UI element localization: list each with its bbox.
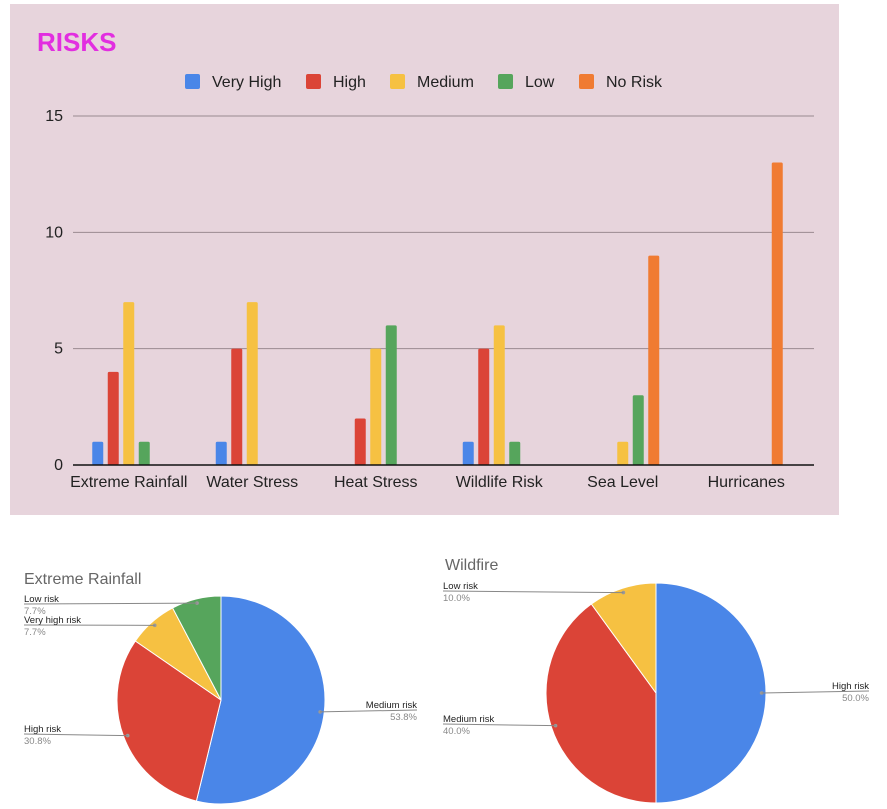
legend-swatch-very-high bbox=[185, 74, 200, 89]
wildfire-pie-chart: Wildfire High risk 50.0% Medium risk 40.0% Lo… bbox=[440, 530, 887, 809]
x-tick-label-heat-stress: Heat Stress bbox=[334, 474, 418, 491]
pie-pct-low-risk: 7.7% bbox=[24, 606, 46, 617]
pie-title: Wildfire bbox=[445, 557, 498, 574]
risks-bar-chart: RISKS Very High High Medium Low No Risk 0 5 10 15… bbox=[10, 4, 839, 515]
legend-label-low: Low bbox=[525, 74, 555, 91]
bar-heat-stress-high bbox=[354, 418, 366, 465]
x-tick-label-extreme-rainfall: Extreme Rainfall bbox=[70, 474, 187, 491]
legend-label-very-high: Very High bbox=[212, 74, 281, 91]
pie-label-low-risk: Low risk bbox=[24, 594, 59, 605]
chart-title: RISKS bbox=[37, 27, 116, 57]
bar-extreme-rainfall-very-high bbox=[92, 441, 104, 465]
legend-label-medium: Medium bbox=[417, 74, 474, 91]
leader-line-high-risk bbox=[761, 690, 870, 694]
pie-slice-medium-risk bbox=[195, 595, 326, 805]
pie-slice-low-risk bbox=[590, 582, 657, 695]
pie-pct-medium-risk: 53.8% bbox=[390, 712, 417, 723]
pie-slice-high-risk bbox=[655, 582, 767, 804]
extreme-rainfall-pie-chart: Extreme Rainfall Medium risk 53.8% High ris… bbox=[0, 530, 440, 809]
pie-label-medium-risk: Medium risk bbox=[366, 700, 417, 711]
pie-label-very-high-risk: Very high risk bbox=[24, 615, 81, 626]
legend-swatch-low bbox=[498, 74, 513, 89]
leader-dot-very-high-risk bbox=[152, 623, 157, 628]
leader-line-low-risk bbox=[442, 590, 624, 594]
bar-wildlife-risk-low bbox=[509, 441, 521, 465]
x-tick-label-wildlife-risk: Wildlife Risk bbox=[456, 474, 544, 491]
legend-swatch-medium bbox=[390, 74, 405, 89]
y-tick-label-5: 5 bbox=[54, 341, 63, 358]
x-tick-label-sea-level: Sea Level bbox=[587, 474, 658, 491]
legend-label-no-risk: No Risk bbox=[606, 74, 663, 91]
bar-extreme-rainfall-high bbox=[107, 371, 119, 465]
bar-heat-stress-low bbox=[385, 325, 397, 465]
leader-line-medium-risk bbox=[442, 723, 556, 727]
legend-swatch-high bbox=[306, 74, 321, 89]
pie-pct-high-risk: 50.0% bbox=[842, 693, 869, 704]
pie-slice-medium-risk bbox=[545, 603, 657, 804]
pie-label-medium-risk: Medium risk bbox=[443, 714, 494, 725]
pie-pct-high-risk: 30.8% bbox=[24, 736, 51, 747]
pie-title: Extreme Rainfall bbox=[24, 571, 141, 588]
leader-line-medium-risk bbox=[320, 709, 418, 713]
pie-pct-very-high-risk: 7.7% bbox=[24, 627, 46, 638]
pie-pct-medium-risk: 40.0% bbox=[443, 726, 470, 737]
x-tick-label-hurricanes: Hurricanes bbox=[708, 474, 785, 491]
legend-label-high: High bbox=[333, 74, 366, 91]
pie-slice-high-risk bbox=[116, 640, 222, 802]
bar-water-stress-very-high bbox=[215, 441, 227, 465]
pie-pct-low-risk: 10.0% bbox=[443, 593, 470, 604]
pie-slice-low-risk bbox=[171, 595, 222, 701]
y-tick-label-0: 0 bbox=[54, 457, 63, 474]
bar-water-stress-medium bbox=[246, 302, 258, 465]
bar-sea-level-low bbox=[632, 395, 644, 465]
bar-wildlife-risk-medium bbox=[493, 325, 505, 465]
bar-extreme-rainfall-low bbox=[138, 441, 150, 465]
bar-heat-stress-medium bbox=[370, 348, 382, 465]
bar-wildlife-risk-very-high bbox=[462, 441, 474, 465]
bar-sea-level-medium bbox=[617, 441, 629, 465]
y-tick-label-10: 10 bbox=[45, 224, 63, 241]
y-tick-label-15: 15 bbox=[45, 108, 63, 125]
pie-label-high-risk: High risk bbox=[24, 724, 61, 735]
x-tick-label-water-stress: Water Stress bbox=[206, 474, 298, 491]
leader-line-low-risk bbox=[23, 602, 198, 605]
bar-water-stress-high bbox=[231, 348, 243, 465]
bar-chart-svg: RISKS Very High High Medium Low No Risk 0 5 10 15… bbox=[37, 27, 814, 491]
bar-hurricanes-no-risk bbox=[771, 162, 783, 466]
bar-extreme-rainfall-medium bbox=[123, 302, 135, 465]
leader-line-high-risk bbox=[23, 733, 128, 737]
pie-label-high-risk: High risk bbox=[832, 681, 869, 692]
bar-wildlife-risk-high bbox=[478, 348, 490, 465]
pie-label-low-risk: Low risk bbox=[443, 581, 478, 592]
bar-sea-level-no-risk bbox=[648, 255, 660, 465]
legend-swatch-no-risk bbox=[579, 74, 594, 89]
